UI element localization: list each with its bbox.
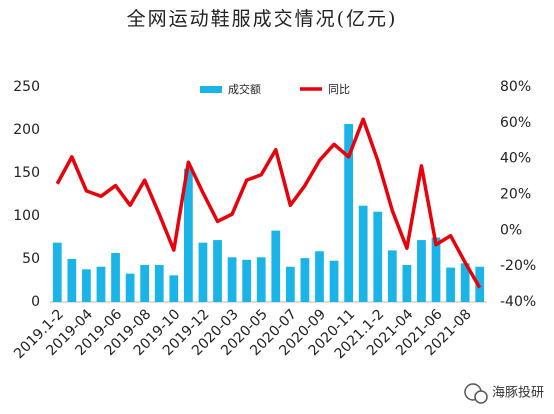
y2-tick-label: 60% (500, 115, 531, 131)
y-tick-label: 50 (22, 251, 40, 267)
bar (446, 267, 455, 302)
bar (227, 257, 237, 302)
bar (315, 251, 324, 302)
bar (96, 266, 106, 302)
y-tick-label: 250 (13, 79, 40, 95)
bar (52, 242, 62, 302)
bar (402, 265, 412, 302)
bar (417, 240, 426, 302)
y2-tick-label: -20% (500, 258, 536, 274)
bar (387, 250, 397, 302)
bar (213, 240, 222, 302)
legend-label: 成交额 (228, 82, 261, 96)
bar (82, 269, 91, 302)
bar (271, 230, 281, 302)
y2-tick-label: 80% (500, 79, 531, 95)
bar (344, 123, 353, 302)
bar (373, 211, 383, 302)
legend-label: 同比 (328, 83, 350, 96)
watermark-logo (464, 383, 488, 404)
bar (242, 259, 252, 302)
y2-tick-label: -40% (500, 294, 536, 310)
bar (154, 265, 164, 302)
bar (198, 242, 208, 302)
bar (358, 205, 368, 302)
bar (285, 266, 295, 302)
bar (256, 257, 266, 302)
bar (431, 237, 441, 302)
y-tick-label: 200 (13, 122, 40, 138)
legend-swatch (200, 86, 222, 93)
bar (329, 260, 339, 302)
bar (111, 252, 120, 302)
y-tick-label: 100 (13, 208, 40, 224)
bar (184, 168, 193, 302)
bar (125, 273, 135, 302)
y2-tick-label: 20% (500, 187, 531, 203)
y2-tick-label: 40% (500, 151, 531, 167)
bar (300, 258, 310, 302)
y-tick-label: 150 (13, 165, 40, 181)
watermark: 海豚投研 (492, 385, 544, 401)
y-tick-label: 0 (31, 294, 40, 310)
chart-title: 全网运动鞋服成交情况(亿元) (127, 8, 398, 30)
bar (67, 259, 77, 302)
bar (140, 265, 150, 302)
bar (169, 275, 179, 302)
line (55, 117, 482, 289)
bar (460, 263, 470, 302)
y2-tick-label: 0% (500, 222, 522, 238)
